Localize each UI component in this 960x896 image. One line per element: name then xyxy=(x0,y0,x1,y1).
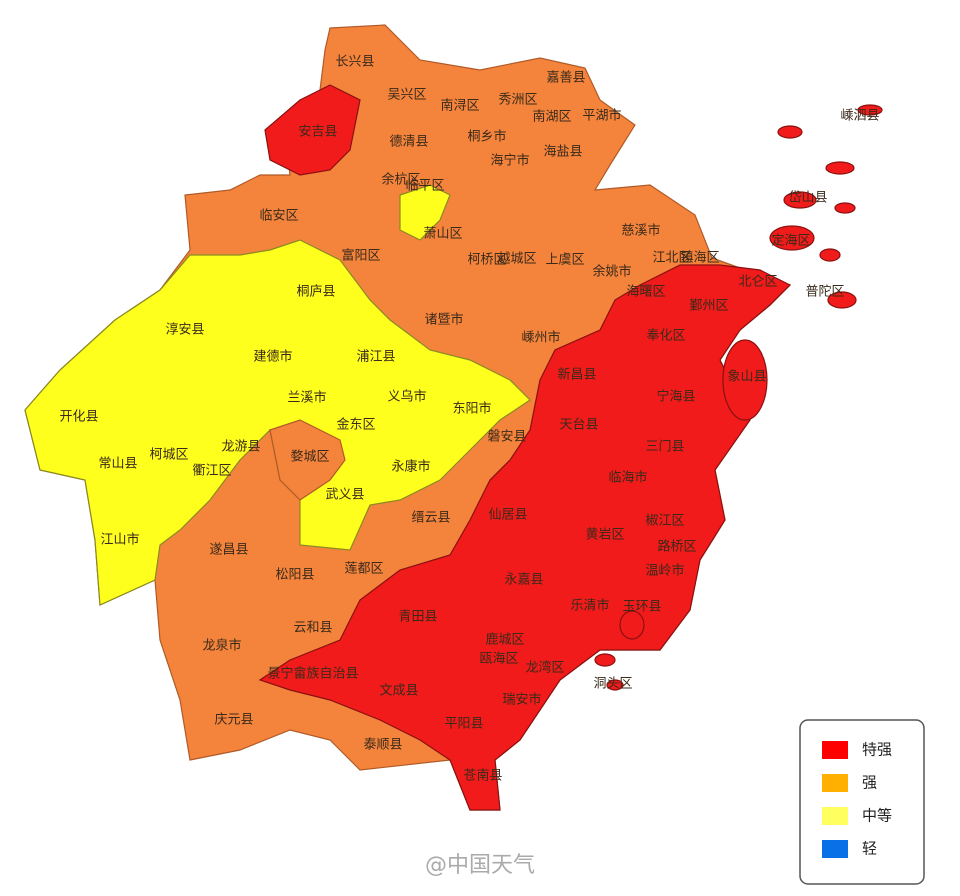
legend-swatch xyxy=(822,774,848,792)
region-label: 嵊州市 xyxy=(521,330,560,346)
region-label: 建德市 xyxy=(253,349,292,365)
region-label: 嘉善县 xyxy=(546,70,585,86)
region-label: 上虞区 xyxy=(545,253,584,268)
region-label: 莲都区 xyxy=(344,562,383,577)
region-label: 定海区 xyxy=(771,234,810,249)
region-label: 洞头区 xyxy=(593,677,632,692)
region-label: 秀洲区 xyxy=(498,93,537,108)
legend-label: 轻 xyxy=(862,840,877,858)
islands xyxy=(594,104,883,691)
region-label: 玉环县 xyxy=(622,600,661,615)
legend-swatch xyxy=(822,840,848,858)
region-label: 松阳县 xyxy=(275,568,314,583)
region-label: 瓯海区 xyxy=(479,652,518,667)
region-label: 天台县 xyxy=(559,418,598,433)
region-label: 柯城区 xyxy=(149,448,188,463)
region-label: 吴兴区 xyxy=(387,88,426,103)
region-label: 淳安县 xyxy=(165,322,204,338)
region-label: 富阳区 xyxy=(341,248,380,264)
region-label: 新昌县 xyxy=(557,367,596,383)
region-extreme xyxy=(258,264,792,811)
region-label: 衢江区 xyxy=(192,464,231,479)
region-label: 平湖市 xyxy=(582,108,621,124)
region-label: 南湖区 xyxy=(532,109,571,125)
region-label: 龙湾区 xyxy=(525,660,564,676)
region-label: 海曙区 xyxy=(626,285,665,300)
region-label: 岱山县 xyxy=(788,191,827,206)
region-label: 平阳县 xyxy=(444,717,483,732)
region-label: 德清县 xyxy=(389,135,428,150)
region-label: 慈溪市 xyxy=(621,223,660,239)
region-label: 三门县 xyxy=(645,440,684,455)
region-label: 鹿城区 xyxy=(485,632,524,648)
region-label: 象山县 xyxy=(727,370,766,385)
region-label: 常山县 xyxy=(98,457,137,472)
legend-label: 特强 xyxy=(862,741,892,759)
region-extreme xyxy=(264,84,361,176)
region-label: 椒江区 xyxy=(645,514,684,529)
region-label: 临海市 xyxy=(608,470,647,486)
region-label: 桐乡市 xyxy=(467,129,506,145)
region-label: 诸暨市 xyxy=(424,312,463,328)
region-label: 温岭市 xyxy=(645,563,684,579)
region-label: 金东区 xyxy=(336,417,375,433)
region-label: 兰溪市 xyxy=(287,390,326,406)
region-label: 浦江县 xyxy=(356,350,395,365)
watermark: @中国天气 xyxy=(425,853,535,878)
region-label: 北仑区 xyxy=(738,275,777,290)
region-label: 庆元县 xyxy=(214,713,253,728)
region-label: 南浔区 xyxy=(440,98,479,114)
region-label: 仙居县 xyxy=(488,508,527,523)
legend-swatch xyxy=(822,807,848,825)
region-label: 乐清市 xyxy=(570,598,609,614)
region-label: 东阳市 xyxy=(452,401,491,417)
region-label: 海盐县 xyxy=(543,145,582,160)
region-label: 婺城区 xyxy=(290,449,329,465)
region-label: 长兴县 xyxy=(335,55,374,70)
region-label: 青田县 xyxy=(398,610,437,625)
region-label: 泰顺县 xyxy=(363,738,402,753)
region-label: 龙泉市 xyxy=(202,638,241,654)
legend-label: 中等 xyxy=(862,807,892,825)
region-label: 越城区 xyxy=(497,252,536,267)
region-label: 缙云县 xyxy=(411,511,450,526)
region-label: 苍南县 xyxy=(463,768,502,784)
region-label: 开化县 xyxy=(59,410,98,425)
legend-label: 强 xyxy=(862,774,877,792)
region-label: 桐庐县 xyxy=(296,285,335,300)
region-label: 龙游县 xyxy=(221,440,260,455)
region-label: 文成县 xyxy=(379,684,418,699)
region-label: 义乌市 xyxy=(387,389,426,405)
region-label: 瑞安市 xyxy=(502,692,541,708)
region-label: 景宁畲族自治县 xyxy=(267,666,358,682)
region-label: 普陀区 xyxy=(805,284,844,300)
region-label: 永康市 xyxy=(391,459,430,475)
region-label: 云和县 xyxy=(293,621,332,636)
region-label: 萧山区 xyxy=(423,227,462,242)
region-label: 嵊泗县 xyxy=(840,109,879,124)
region-label: 江北区 xyxy=(652,251,691,266)
legend-swatch xyxy=(822,741,848,759)
region-label: 路桥区 xyxy=(657,539,696,555)
region-label: 黄岩区 xyxy=(585,528,624,543)
region-label: 临安区 xyxy=(259,209,298,224)
region-label: 磐安县 xyxy=(487,430,526,445)
region-label: 镇海区 xyxy=(680,251,719,266)
region-strong xyxy=(269,419,346,501)
region-label: 临平区 xyxy=(405,179,444,194)
region-label: 余杭区 xyxy=(381,172,420,188)
region-label: 武义县 xyxy=(325,488,364,503)
region-label: 余姚市 xyxy=(592,264,631,280)
region-label: 安吉县 xyxy=(298,125,337,140)
region-moderate xyxy=(399,184,451,241)
region-label: 奉化区 xyxy=(646,329,685,344)
region-label: 海宁市 xyxy=(490,153,529,169)
region-label: 柯桥区 xyxy=(467,253,506,268)
region-label: 宁海县 xyxy=(656,389,695,405)
region-label: 鄞州区 xyxy=(689,299,728,314)
region-label: 遂昌县 xyxy=(209,543,248,558)
region-label: 江山市 xyxy=(100,532,139,548)
region-label: 永嘉县 xyxy=(504,573,543,588)
